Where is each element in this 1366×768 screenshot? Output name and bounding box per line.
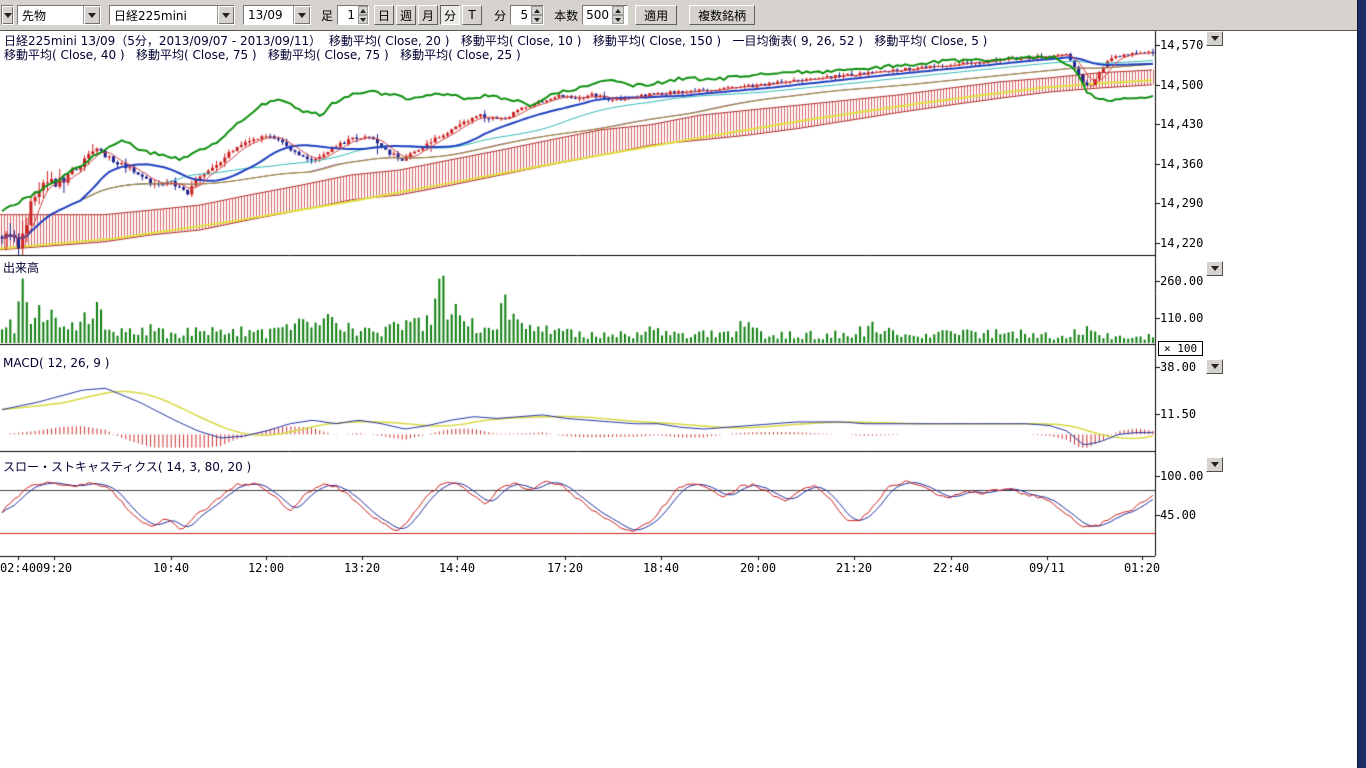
chevron-down-icon bbox=[1210, 364, 1219, 369]
dropdown-arrow-icon[interactable] bbox=[293, 6, 310, 24]
spin-up-icon[interactable] bbox=[358, 6, 369, 15]
bar-count-label: 本数 bbox=[554, 8, 579, 23]
volume-axis-label: 260.00 bbox=[1160, 274, 1204, 288]
price-panel-dropdown-button[interactable] bbox=[1206, 31, 1223, 46]
instrument-type-value: 先物 bbox=[22, 8, 47, 23]
spin-down-icon[interactable] bbox=[531, 15, 544, 24]
dropdown-arrow-icon[interactable] bbox=[217, 6, 234, 24]
period-week-button[interactable]: 週 bbox=[396, 5, 417, 25]
minute-spinbox[interactable]: 5 bbox=[510, 5, 545, 25]
bar-count-value: 500 bbox=[586, 8, 610, 22]
symbol-combo[interactable]: 日経225mini bbox=[109, 5, 235, 25]
volume-panel-dropdown-button[interactable] bbox=[1206, 261, 1223, 276]
macd-axis-label: 38.00 bbox=[1160, 360, 1197, 374]
contract-month-value: 13/09 bbox=[248, 8, 283, 22]
price-axis-label: 14,290 bbox=[1160, 196, 1204, 210]
chevron-down-icon bbox=[1210, 36, 1219, 41]
spin-down-icon[interactable] bbox=[612, 15, 625, 24]
time-label: 17:20 bbox=[546, 561, 584, 575]
period-day-button[interactable]: 日 bbox=[374, 5, 395, 25]
chevron-down-icon bbox=[1210, 462, 1219, 467]
toolbar: 先物 日経225mini 13/09 足 1 日 週 月 分 T 分 5 本数 bbox=[0, 0, 1358, 31]
stoch-axis-label: 100.00 bbox=[1160, 469, 1204, 483]
time-label: 01:20 bbox=[1123, 561, 1161, 575]
bar-count-spinbox[interactable]: 500 bbox=[582, 5, 629, 25]
price-axis-label: 14,430 bbox=[1160, 117, 1204, 131]
window-scrollbar[interactable] bbox=[1357, 0, 1366, 768]
chart-legend-line2: 移動平均( Close, 40 ) 移動平均( Close, 75 ) 移動平均… bbox=[4, 48, 521, 62]
spin-down-icon[interactable] bbox=[358, 15, 369, 24]
volume-multiplier-badge: × 100 bbox=[1158, 341, 1204, 356]
macd-panel-dropdown-button[interactable] bbox=[1206, 359, 1223, 374]
minute-label: 分 bbox=[494, 8, 507, 23]
left-edge-combo-stub[interactable] bbox=[1, 5, 14, 25]
time-label: 20:00 bbox=[739, 561, 777, 575]
symbol-value: 日経225mini bbox=[114, 8, 187, 23]
dropdown-arrow-icon[interactable] bbox=[83, 6, 100, 24]
multi-symbol-button[interactable]: 複数銘柄 bbox=[689, 5, 756, 25]
price-axis-label: 14,570 bbox=[1160, 38, 1204, 52]
instrument-type-combo[interactable]: 先物 bbox=[17, 5, 101, 25]
time-label: 14:40 bbox=[438, 561, 476, 575]
stoch-axis-label: 45.00 bbox=[1160, 508, 1197, 522]
interval-spinbox[interactable]: 1 bbox=[337, 5, 370, 25]
time-label: 18:40 bbox=[642, 561, 680, 575]
time-label: 22:40 bbox=[932, 561, 970, 575]
apply-button[interactable]: 適用 bbox=[635, 5, 678, 25]
period-month-button[interactable]: 月 bbox=[418, 5, 439, 25]
time-label: 13:20 bbox=[343, 561, 381, 575]
macd-panel-title: MACD( 12, 26, 9 ) bbox=[3, 356, 110, 370]
volume-panel-title: 出来高 bbox=[3, 261, 40, 275]
price-axis-label: 14,500 bbox=[1160, 78, 1204, 92]
chevron-down-icon bbox=[1210, 266, 1219, 271]
timeframe-label: 足 bbox=[321, 8, 334, 23]
time-label: 12:00 bbox=[247, 561, 285, 575]
dropdown-arrow-icon[interactable] bbox=[2, 6, 13, 24]
macd-axis-label: 11.50 bbox=[1160, 407, 1197, 421]
time-label: 09/11 bbox=[1028, 561, 1066, 575]
price-axis-label: 14,360 bbox=[1160, 157, 1204, 171]
spin-up-icon[interactable] bbox=[531, 6, 544, 15]
interval-value: 1 bbox=[347, 8, 356, 22]
period-minute-button[interactable]: 分 bbox=[440, 5, 461, 25]
volume-axis-label: 110.00 bbox=[1160, 311, 1204, 325]
time-label: 09:20 bbox=[35, 561, 73, 575]
price-axis-label: 14,220 bbox=[1160, 236, 1204, 250]
stochastics-panel-title: スロー・ストキャスティクス( 14, 3, 80, 20 ) bbox=[3, 460, 252, 474]
stochastics-panel-dropdown-button[interactable] bbox=[1206, 457, 1223, 472]
spin-up-icon[interactable] bbox=[612, 6, 625, 15]
period-tick-button[interactable]: T bbox=[462, 5, 483, 25]
time-label: 21:20 bbox=[835, 561, 873, 575]
price-chart-canvas[interactable] bbox=[0, 0, 1160, 590]
time-label: 10:40 bbox=[152, 561, 190, 575]
time-label: 02:40 bbox=[0, 561, 37, 575]
contract-month-combo[interactable]: 13/09 bbox=[243, 5, 311, 25]
chart-legend-line1: 日経225mini 13/09（5分，2013/09/07 - 2013/09/… bbox=[4, 34, 988, 48]
minute-value: 5 bbox=[520, 8, 529, 22]
